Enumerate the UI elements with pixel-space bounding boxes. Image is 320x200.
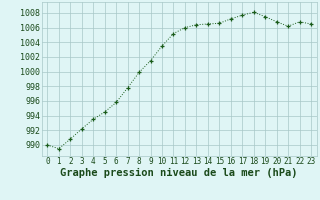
X-axis label: Graphe pression niveau de la mer (hPa): Graphe pression niveau de la mer (hPa)	[60, 168, 298, 178]
